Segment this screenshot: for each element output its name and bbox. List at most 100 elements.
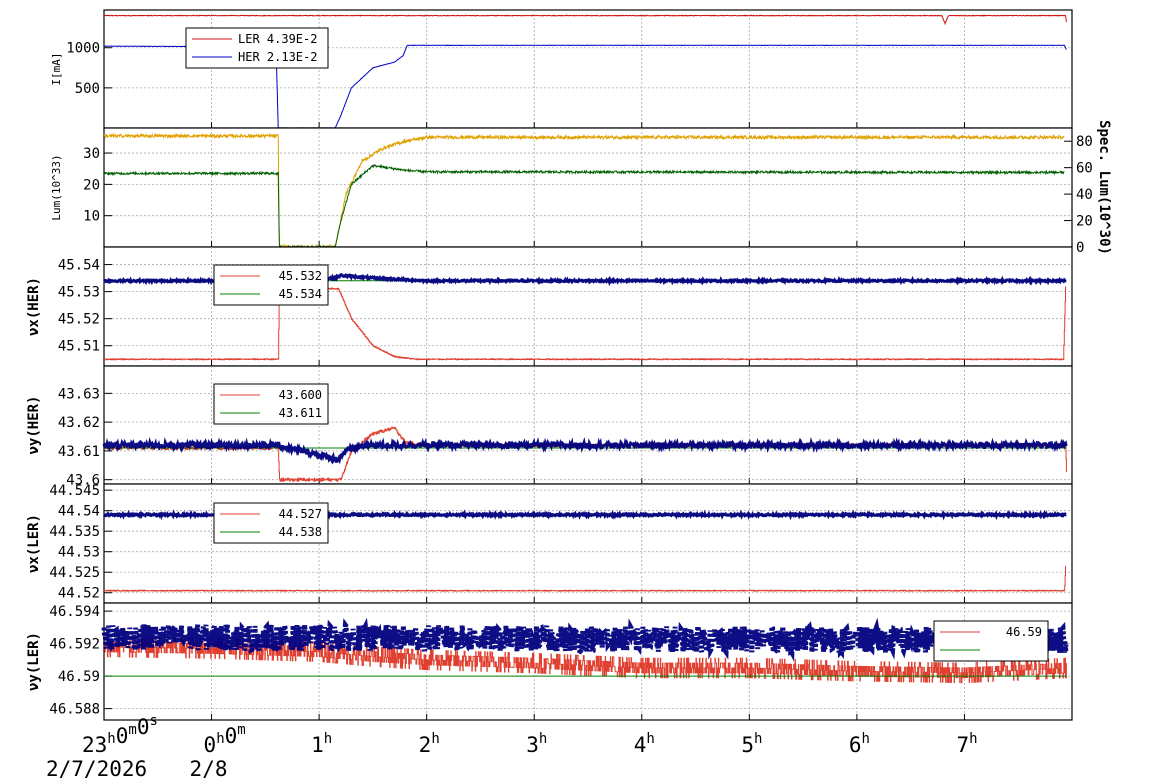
x-tick-label-text: 2h	[419, 731, 440, 757]
legend-box	[213, 264, 329, 306]
panel-nux-her: 45.51 45.52 45.53 45.54 νx(HER) 45.532 45.534	[26, 246, 1073, 367]
x-tick-label: 2h	[419, 731, 440, 757]
y-tick-label: 46.592	[49, 637, 100, 653]
panel-frame	[103, 127, 1073, 248]
y2-tick-label: 0	[1076, 240, 1084, 256]
y-tick-label: 44.54	[58, 504, 100, 520]
x-tick-part: 2	[419, 733, 432, 757]
x-tick-label-text: 6h	[849, 731, 870, 757]
y2-axis-label: Spec. Lum(10^30)	[1096, 120, 1112, 255]
series-nuy-ler-measured	[101, 617, 1069, 662]
x-tick-sup: h	[862, 731, 870, 747]
y-tick-label: 1000	[66, 41, 100, 57]
legend: 45.532 45.534	[213, 264, 329, 306]
x-tick-part: 3	[526, 733, 539, 757]
y2-tick-label: 60	[1076, 161, 1093, 177]
x-tick-label-text: 5h	[741, 731, 762, 757]
legend-label: 45.534	[279, 287, 322, 301]
legend: 44.527 44.538	[213, 502, 329, 544]
x-tick-label-text: 1h	[311, 731, 332, 757]
y2-tick-label: 40	[1076, 187, 1093, 203]
x-tick-sup: m	[128, 722, 136, 738]
legend: LER 4.39E-2 HER 2.13E-2	[185, 27, 329, 69]
y-tick-label: 46.588	[49, 702, 100, 718]
y-tick-label: 44.525	[49, 565, 100, 581]
x-tick-label-text: 23h0m0s	[82, 713, 158, 757]
x-tick-sup: h	[324, 731, 332, 747]
y-tick-label: 10	[83, 209, 100, 225]
panel-luminosity: 10 20 30 Lum(10^33) 0 20 40 60 80 Spec. Lum(10^30…	[50, 120, 1112, 256]
legend-box	[933, 620, 1049, 662]
y-axis-label: νx(HER)	[26, 277, 42, 336]
legend-label: HER 2.13E-2	[238, 50, 317, 64]
y-axis-label: νy(LER)	[26, 632, 42, 691]
x-tick-label: 1h	[311, 731, 332, 757]
x-tick-label-text: 0h0m	[204, 722, 246, 757]
x-tick-label: 4h	[634, 731, 655, 757]
x-tick-part: 6	[849, 733, 862, 757]
legend-label: 46.59	[1006, 625, 1042, 639]
y-tick-label: 45.54	[58, 258, 100, 274]
panel-nuy-her: 43.6 43.61 43.62 43.63 νy(HER) 43.600 43.611	[26, 365, 1073, 489]
legend-label: 44.527	[279, 507, 322, 521]
series-nuy-her-measured	[102, 436, 1068, 465]
y-tick-label: 45.51	[58, 339, 100, 355]
legend: 43.600 43.611	[213, 383, 329, 425]
y-tick-label: 43.6	[66, 473, 100, 489]
x-tick-part: 5	[741, 733, 754, 757]
x-tick-label: 3h	[526, 731, 547, 757]
x-tick-sup: h	[969, 731, 977, 747]
x-tick-label-text: 3h	[526, 731, 547, 757]
x-tick-sup: m	[237, 722, 245, 738]
y-tick-label: 45.53	[58, 285, 100, 301]
x-tick-sup: h	[216, 731, 224, 747]
series-luminosity-spec-lum	[103, 132, 1065, 249]
x-tick-label: 7h	[956, 731, 977, 757]
series-nux-her-45-532	[104, 285, 1066, 361]
legend-label: 43.600	[279, 388, 322, 402]
x-tick-part: 0	[225, 724, 238, 748]
x-tick-part: 0	[137, 715, 150, 739]
y-tick-label: 44.545	[49, 483, 100, 499]
x-tick-label-text: 4h	[634, 731, 655, 757]
x-tick-part: 23	[82, 733, 107, 757]
legend-label: 43.611	[279, 406, 322, 420]
y-tick-label: 44.52	[58, 586, 100, 602]
x-tick-part: 1	[311, 733, 324, 757]
panel-nux-ler: 44.52 44.525 44.53 44.535 44.54 44.545 νx(LER)…	[26, 483, 1073, 604]
legend-box	[213, 502, 329, 544]
x-tick-part: 0	[204, 733, 217, 757]
legend-box	[213, 383, 329, 425]
x-tick-part: 4	[634, 733, 647, 757]
y-tick-label: 30	[83, 146, 100, 162]
panel-nuy-ler: 46.588 46.59 46.592 46.594 νy(LER) 46.59	[26, 602, 1073, 721]
y-tick-label: 45.52	[58, 312, 100, 328]
x-tick-sup: h	[646, 731, 654, 747]
series-luminosity-lum	[103, 163, 1065, 249]
y-axis-label: I[mA]	[50, 52, 63, 85]
y-tick-label: 43.62	[58, 415, 100, 431]
legend-label: LER 4.39E-2	[238, 32, 317, 46]
x-tick-sup: h	[431, 731, 439, 747]
y2-tick-label: 80	[1076, 134, 1093, 150]
series-current-ler	[103, 14, 1067, 26]
y-tick-label: 46.594	[49, 604, 100, 620]
x-tick-part: 0	[116, 724, 129, 748]
x-tick-sup: h	[539, 731, 547, 747]
y-tick-label: 46.59	[58, 669, 100, 685]
legend: 46.59	[933, 620, 1049, 662]
legend-label: 45.532	[279, 269, 322, 283]
y-axis-label: Lum(10^33)	[50, 154, 63, 220]
y-tick-label: 44.53	[58, 545, 100, 561]
x-tick-label: 5h	[741, 731, 762, 757]
y-axis-label: νx(LER)	[26, 514, 42, 573]
x-tick-sup: s	[149, 713, 157, 729]
y2-tick-label: 20	[1076, 214, 1093, 230]
x-date-label: 2/8	[190, 757, 228, 781]
y-tick-label: 20	[83, 177, 100, 193]
x-tick-sup: h	[107, 731, 115, 747]
